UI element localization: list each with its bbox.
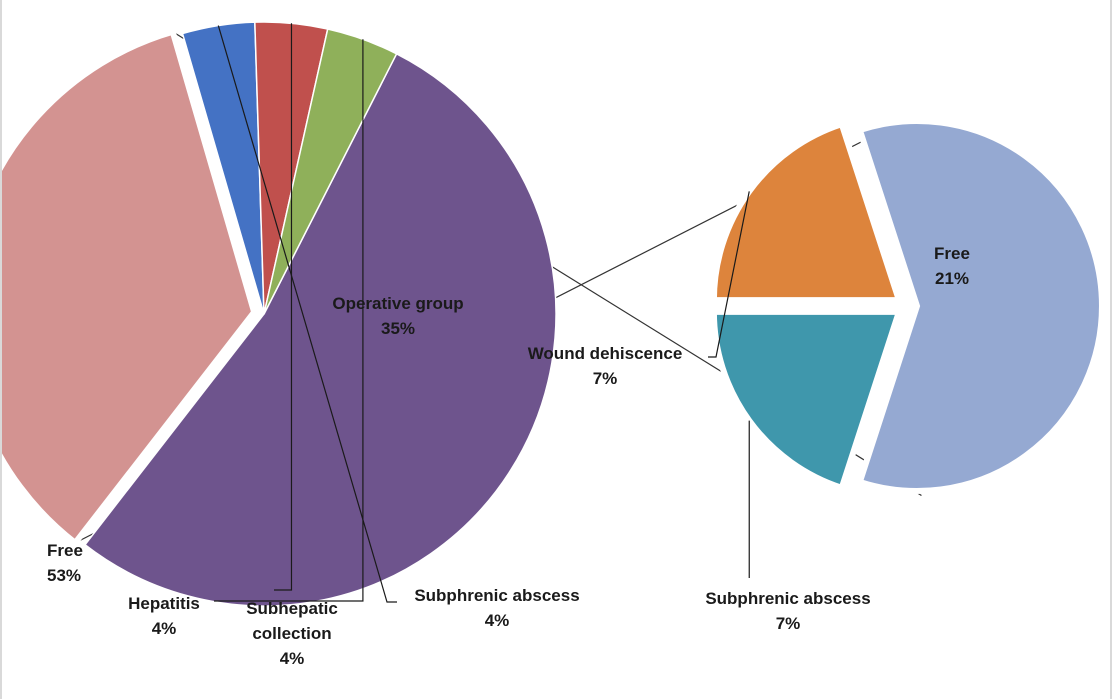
label-wound-dehiscence: Wound dehiscence 7% bbox=[528, 344, 683, 388]
secondary-slice-free bbox=[856, 118, 1105, 494]
label-operative-group: Operative group 35% bbox=[332, 294, 463, 338]
main-slice-operative-group bbox=[2, 27, 258, 548]
main-slice-free bbox=[83, 52, 557, 607]
leader-subphrenic-abscess-main bbox=[217, 25, 397, 603]
leader-hepatitis bbox=[214, 39, 364, 602]
leader-wound-dehiscence bbox=[708, 191, 750, 358]
leader-subhepatic-collection bbox=[274, 23, 293, 591]
label-subhepatic-collection: Subhepatic collection 4% bbox=[246, 599, 338, 668]
label-main-free: Free 53% bbox=[47, 541, 83, 585]
label-hepatitis: Hepatitis 4% bbox=[128, 594, 200, 638]
label-subphrenic-abscess-secondary: Subphrenic abscess 7% bbox=[705, 589, 870, 633]
secondary-slice-subphrenic-abscess bbox=[710, 308, 904, 492]
label-subphrenic-abscess-main: Subphrenic abscess 4% bbox=[414, 586, 579, 630]
label-secondary-free: Free 21% bbox=[934, 244, 970, 288]
